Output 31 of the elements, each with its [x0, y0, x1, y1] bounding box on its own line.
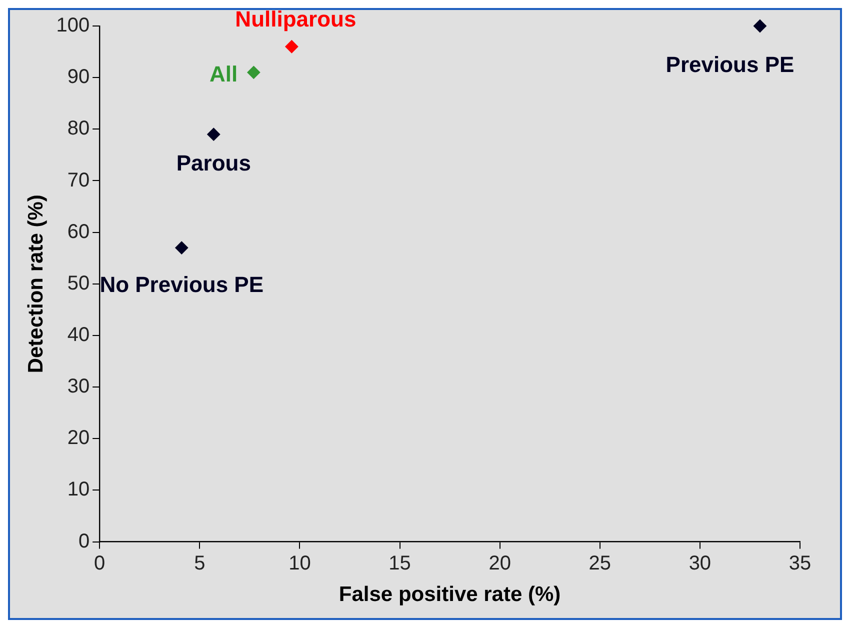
- y-tick-label: 50: [67, 272, 90, 294]
- y-tick-label: 100: [56, 14, 90, 37]
- series-label: Parous: [176, 150, 251, 176]
- y-tick-label: 40: [67, 324, 90, 346]
- x-tick-label: 10: [288, 552, 311, 574]
- y-axis-title: Detection rate (%): [24, 194, 48, 374]
- series-label: Nulliparous: [235, 6, 356, 32]
- x-tick-label: 5: [194, 552, 206, 574]
- x-tick-label: 0: [94, 552, 106, 574]
- point: [285, 40, 298, 54]
- y-tick-label: 10: [67, 478, 90, 501]
- x-tick-label: 35: [788, 552, 812, 574]
- y-tick-label: 0: [78, 530, 90, 552]
- point: [207, 128, 220, 141]
- y-tick-label: 30: [67, 376, 90, 398]
- series-label: No Previous PE: [100, 272, 264, 297]
- x-axis-title: False positive rate (%): [338, 583, 561, 606]
- x-tick-label: 25: [588, 552, 611, 574]
- y-tick-label: 60: [67, 220, 90, 243]
- y-tick-label: 20: [67, 427, 90, 450]
- point: [247, 66, 260, 79]
- y-tick-label: 70: [67, 169, 90, 192]
- point: [753, 20, 766, 32]
- y-tick-label: 80: [67, 118, 90, 140]
- point: [175, 241, 188, 254]
- y-tick-label: 90: [67, 66, 90, 88]
- x-tick-label: 30: [688, 552, 712, 574]
- x-tick-label: 15: [388, 552, 411, 574]
- x-tick-label: 20: [488, 552, 511, 574]
- series-label: Previous PE: [666, 52, 794, 78]
- series-label: All: [210, 61, 238, 86]
